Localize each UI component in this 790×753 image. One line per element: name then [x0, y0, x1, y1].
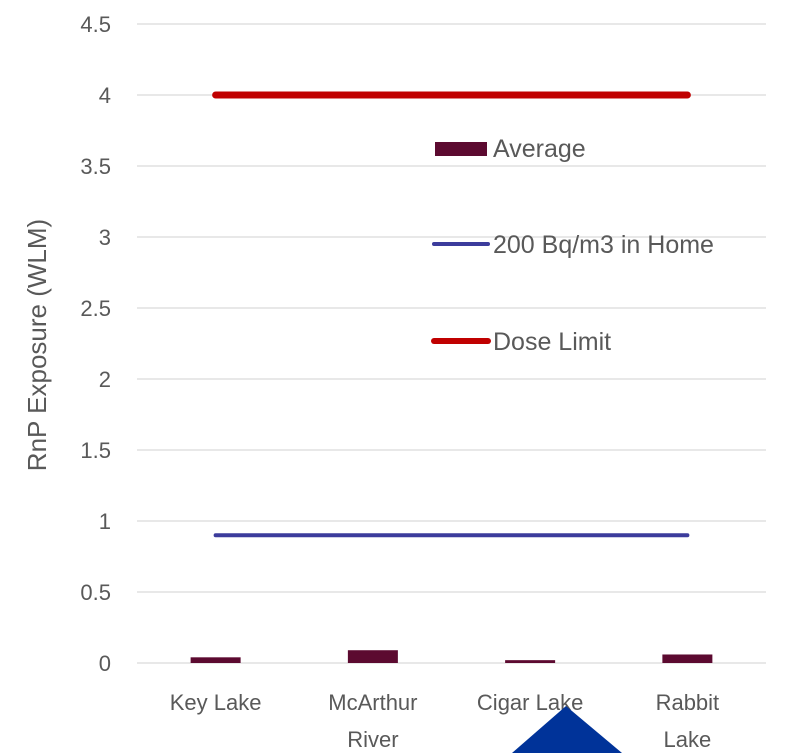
- legend: Average 200 Bq/m3 in Home Dose Limit: [431, 135, 714, 356]
- bars-average: [190, 650, 713, 663]
- x-tick-label: Key Lake: [170, 690, 262, 715]
- bar-average: [662, 654, 713, 663]
- y-tick-label: 1: [99, 509, 111, 534]
- overlay-triangle: [512, 706, 622, 753]
- y-axis-label: RnP Exposure (WLM): [22, 219, 52, 471]
- y-tick-label: 3: [99, 225, 111, 250]
- y-tick-label: 2.5: [80, 296, 111, 321]
- y-tick-label: 4.5: [80, 12, 111, 37]
- y-tick-label: 1.5: [80, 438, 111, 463]
- y-tick-label: 4: [99, 83, 111, 108]
- legend-label: Average: [493, 135, 586, 163]
- y-tick-label: 3.5: [80, 154, 111, 179]
- bar-average: [347, 650, 398, 663]
- bar-average: [505, 660, 556, 663]
- legend-label: 200 Bq/m3 in Home: [493, 231, 714, 259]
- x-tick-label: River: [347, 727, 398, 752]
- legend-swatch: [435, 142, 487, 156]
- y-axis-ticks: 0 0.5 1 1.5 2 2.5 3 3.5 4 4.5: [80, 12, 111, 676]
- x-tick-label: McArthur: [328, 690, 417, 715]
- x-tick-label: Lake: [664, 727, 712, 752]
- legend-label: Dose Limit: [493, 328, 611, 356]
- bar-average: [190, 657, 241, 663]
- y-tick-label: 2: [99, 367, 111, 392]
- y-tick-label: 0: [99, 651, 111, 676]
- y-tick-label: 0.5: [80, 580, 111, 605]
- reference-lines: [212, 91, 691, 538]
- x-tick-label: Rabbit: [656, 690, 720, 715]
